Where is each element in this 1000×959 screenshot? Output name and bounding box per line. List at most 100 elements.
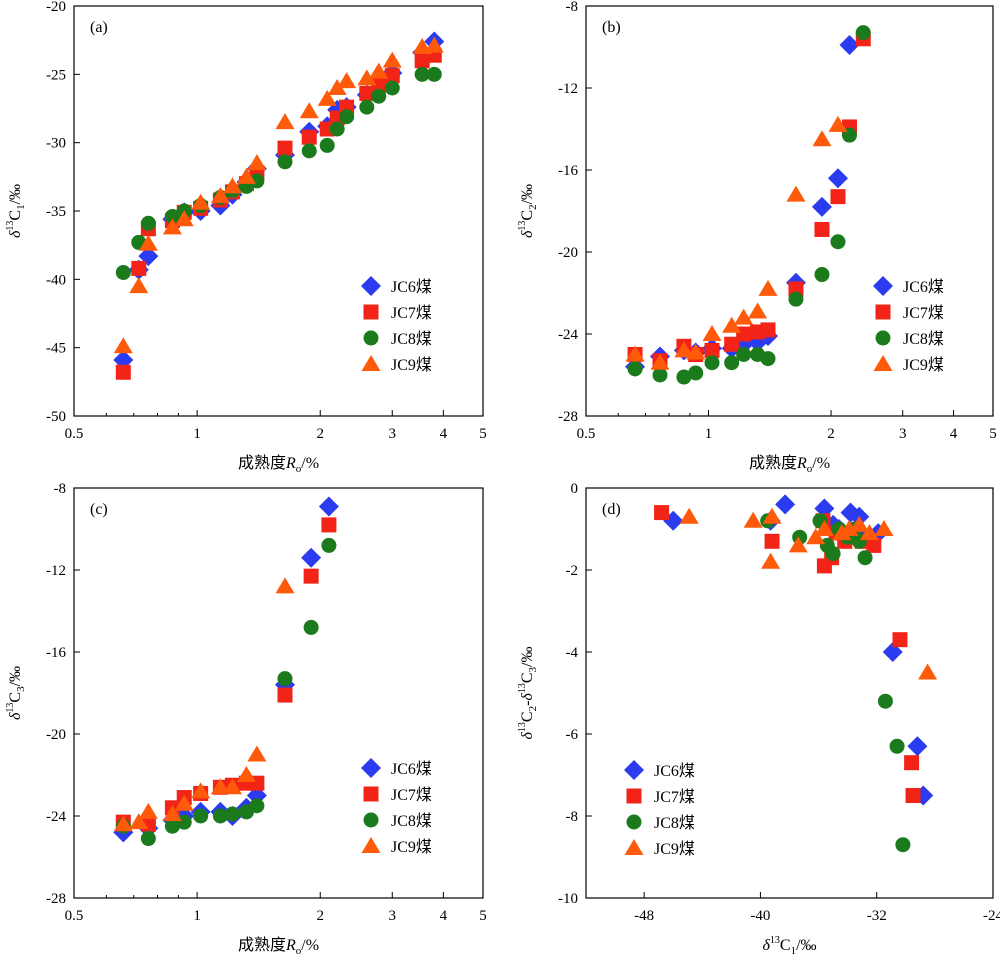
- x-axis-label: 成熟度Ro/%: [238, 936, 319, 957]
- y-tick: -40: [46, 272, 80, 288]
- y-axis-label: δ13C3/‰: [5, 666, 27, 720]
- x-tick-label: -40: [750, 908, 770, 924]
- circle-marker: [339, 109, 355, 125]
- circle-marker: [855, 25, 871, 41]
- x-tick: -48: [634, 892, 654, 924]
- y-tick: -24: [558, 327, 592, 343]
- y-tick-label: -45: [46, 341, 66, 357]
- circle-marker: [652, 367, 668, 383]
- diamond-marker: [811, 196, 832, 217]
- triangle-marker: [679, 507, 699, 524]
- x-axis-label: δ13C1/‰: [762, 935, 816, 957]
- square-marker: [414, 53, 430, 69]
- circle-marker: [164, 208, 180, 224]
- triangle-marker: [859, 524, 879, 541]
- y-tick: -25: [46, 67, 80, 83]
- legend-entry: JC7煤: [363, 304, 432, 322]
- legend-entry: JC9煤: [361, 355, 432, 374]
- circle-marker: [321, 537, 337, 553]
- triangle-marker: [222, 778, 242, 795]
- legend-label: JC6煤: [391, 760, 432, 778]
- series-JC7: [654, 505, 921, 803]
- legend-label: JC7煤: [654, 788, 695, 806]
- circle-marker: [704, 355, 720, 371]
- circle-marker: [627, 361, 643, 377]
- legend-label: JC7煤: [903, 304, 944, 322]
- diamond-marker: [775, 494, 796, 515]
- triangle-marker: [761, 552, 781, 569]
- x-tick-label: 2: [316, 908, 324, 924]
- circle-marker: [724, 355, 740, 371]
- triangle-marker: [849, 515, 869, 532]
- square-marker: [303, 568, 319, 584]
- y-tick-label: -20: [46, 727, 66, 743]
- circle-marker: [301, 143, 317, 159]
- chart-panel-d: -48 -40 -32 -24 -10 -8 -6 -4 -2 0 (d) δ13C1/‰ δ13C2-…: [517, 481, 1000, 957]
- y-tick: -28: [46, 891, 80, 907]
- diamond-marker: [301, 547, 322, 568]
- circle-marker: [426, 66, 442, 82]
- square-marker: [830, 189, 846, 205]
- triangle-marker: [814, 520, 834, 536]
- y-tick: -6: [566, 727, 592, 743]
- legend: JC6煤 JC7煤 JC8煤 JC9煤: [873, 276, 944, 374]
- circle-marker: [760, 351, 776, 367]
- x-tick-label: 3: [899, 426, 907, 442]
- x-tick-label: 3: [389, 426, 397, 442]
- x-tick-label: 1: [705, 426, 713, 442]
- y-tick-label: -8: [566, 0, 579, 15]
- legend-circle-marker: [626, 814, 642, 830]
- square-marker: [301, 129, 317, 145]
- triangle-marker: [210, 186, 230, 203]
- circle-marker: [176, 814, 192, 830]
- triangle-marker: [382, 51, 402, 68]
- triangle-marker: [762, 507, 782, 524]
- triangle-marker: [918, 663, 938, 680]
- x-tick: 2: [827, 410, 835, 442]
- triangle-marker: [369, 62, 389, 79]
- x-tick: 3: [389, 410, 397, 442]
- circle-marker: [889, 738, 905, 754]
- triangle-marker: [275, 577, 295, 594]
- y-tick: -16: [46, 645, 80, 661]
- x-tick: 5: [479, 892, 487, 924]
- triangle-marker: [357, 69, 377, 86]
- x-tick-label: 5: [479, 908, 487, 924]
- legend-diamond-marker: [873, 276, 893, 296]
- x-tick: 0.5: [65, 892, 83, 924]
- y-tick-label: -16: [558, 163, 578, 179]
- circle-marker: [212, 808, 228, 824]
- triangle-marker: [129, 277, 149, 294]
- panel-label: (d): [602, 501, 621, 518]
- triangle-marker: [758, 279, 778, 296]
- y-axis-label: δ13C1/‰: [5, 184, 27, 238]
- y-tick-label: -10: [558, 891, 578, 907]
- plot-frame: [585, 487, 994, 899]
- triangle-marker: [275, 113, 295, 130]
- x-tick: 2: [316, 892, 324, 924]
- legend-entry: JC7煤: [875, 304, 944, 322]
- triangle-marker: [174, 210, 194, 227]
- triangle-marker: [734, 308, 754, 325]
- square-marker: [905, 788, 921, 803]
- triangle-marker: [299, 102, 319, 119]
- triangle-marker: [788, 536, 808, 553]
- triangle-marker: [317, 89, 337, 106]
- circle-marker: [329, 121, 345, 137]
- triangle-marker: [806, 528, 826, 545]
- triangle-marker: [786, 185, 806, 202]
- circle-marker: [814, 267, 830, 283]
- x-tick: 0.5: [577, 410, 595, 442]
- legend-label: JC8煤: [391, 330, 432, 348]
- x-tick-label: 4: [440, 908, 448, 924]
- y-tick-label: -24: [558, 327, 578, 343]
- y-tick-label: -24: [46, 809, 66, 825]
- triangle-marker: [247, 745, 267, 762]
- triangle-marker: [722, 316, 742, 333]
- y-tick: 0: [571, 481, 592, 497]
- triangle-marker: [327, 79, 347, 95]
- square-marker: [866, 537, 882, 553]
- legend-label: JC7煤: [391, 304, 432, 322]
- y-tick-label: -20: [558, 245, 578, 261]
- series-JC9: [679, 507, 938, 680]
